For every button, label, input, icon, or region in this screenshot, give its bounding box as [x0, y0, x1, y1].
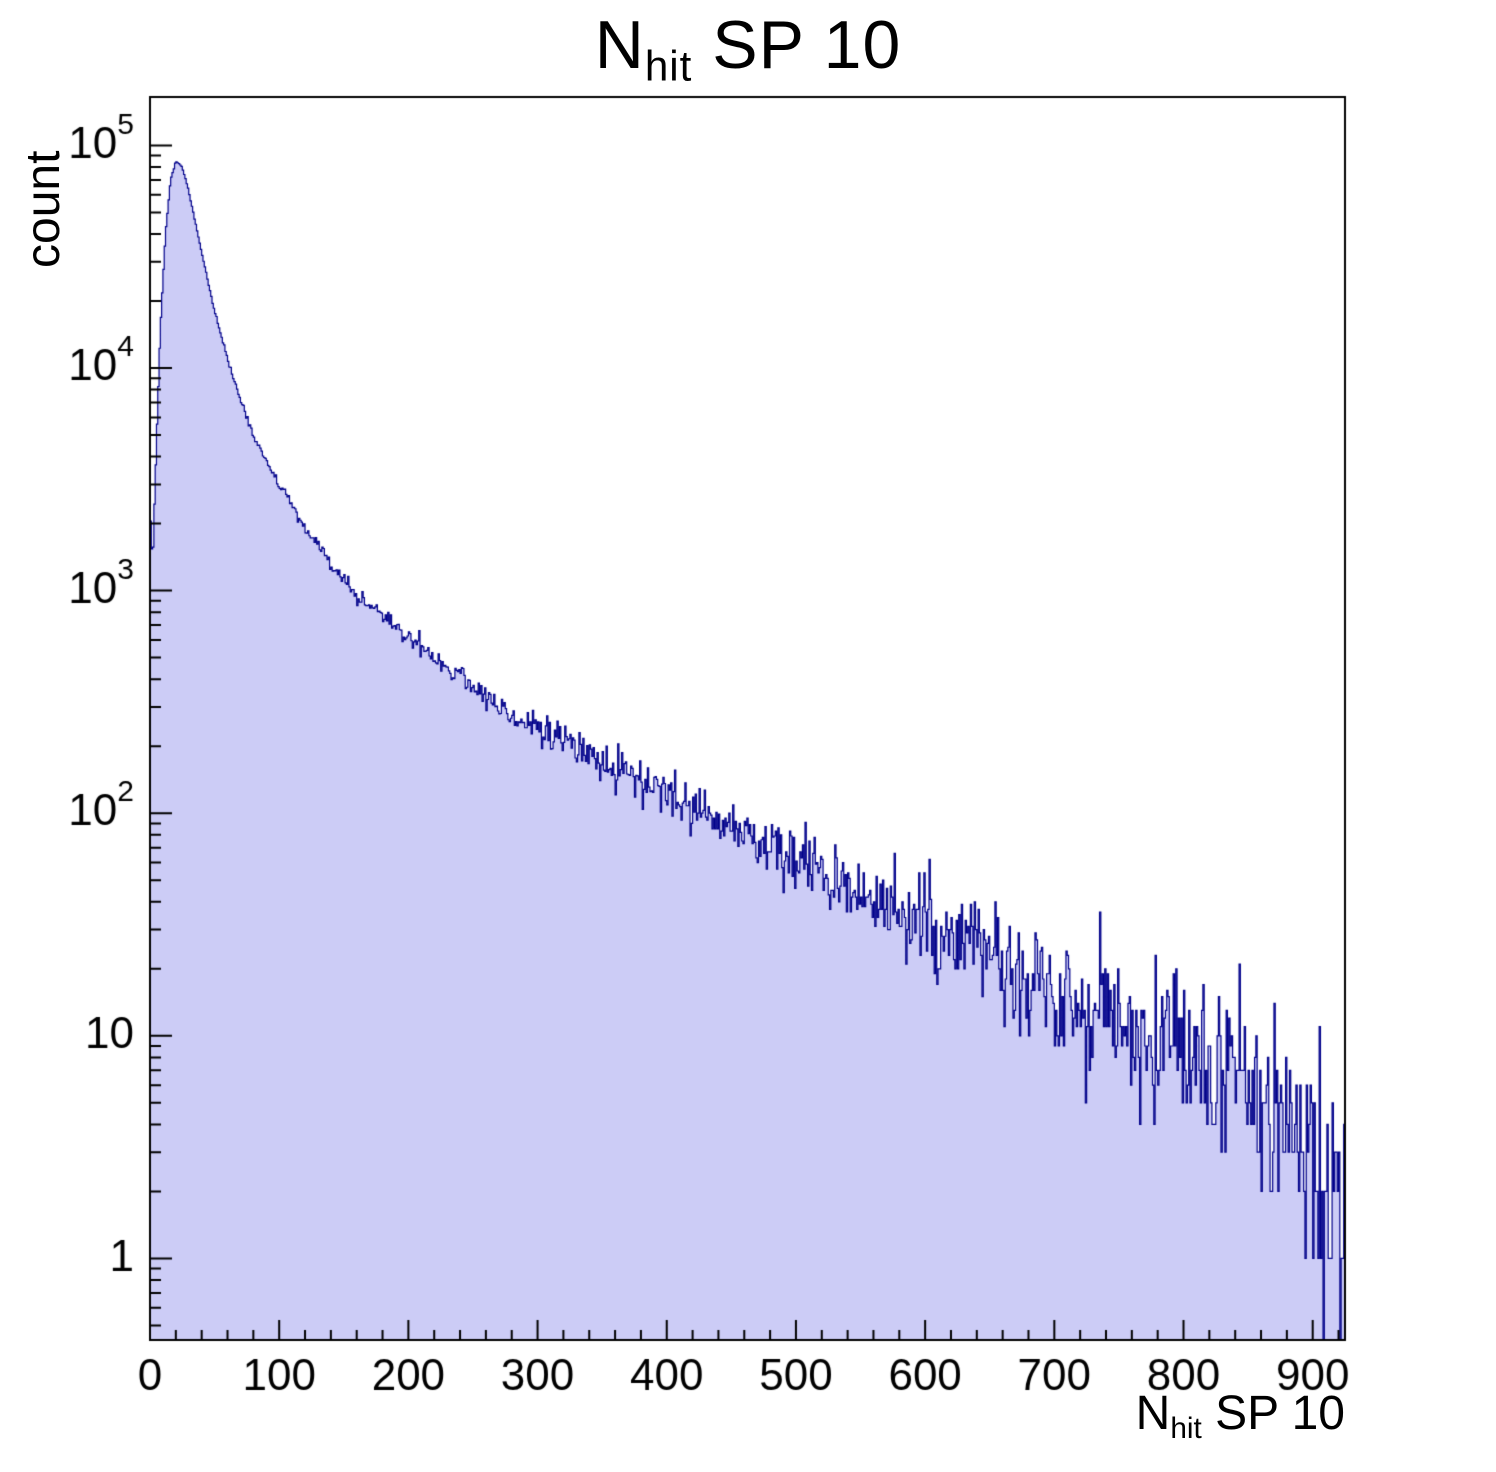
x-axis-title-subscript: hit: [1170, 1411, 1202, 1445]
chart-title-subscript: hit: [644, 42, 693, 90]
y-axis-title: count: [17, 150, 70, 268]
x-axis-title-main: N: [1135, 1387, 1171, 1440]
x-axis-title: Nhit SP 10: [1136, 1386, 1345, 1446]
chart-title-suffix: SP 10: [692, 7, 902, 83]
chart-title-main: N: [594, 7, 645, 83]
x-axis-title-suffix: SP 10: [1201, 1387, 1345, 1440]
chart-title: Nhit SP 10: [0, 6, 1496, 91]
